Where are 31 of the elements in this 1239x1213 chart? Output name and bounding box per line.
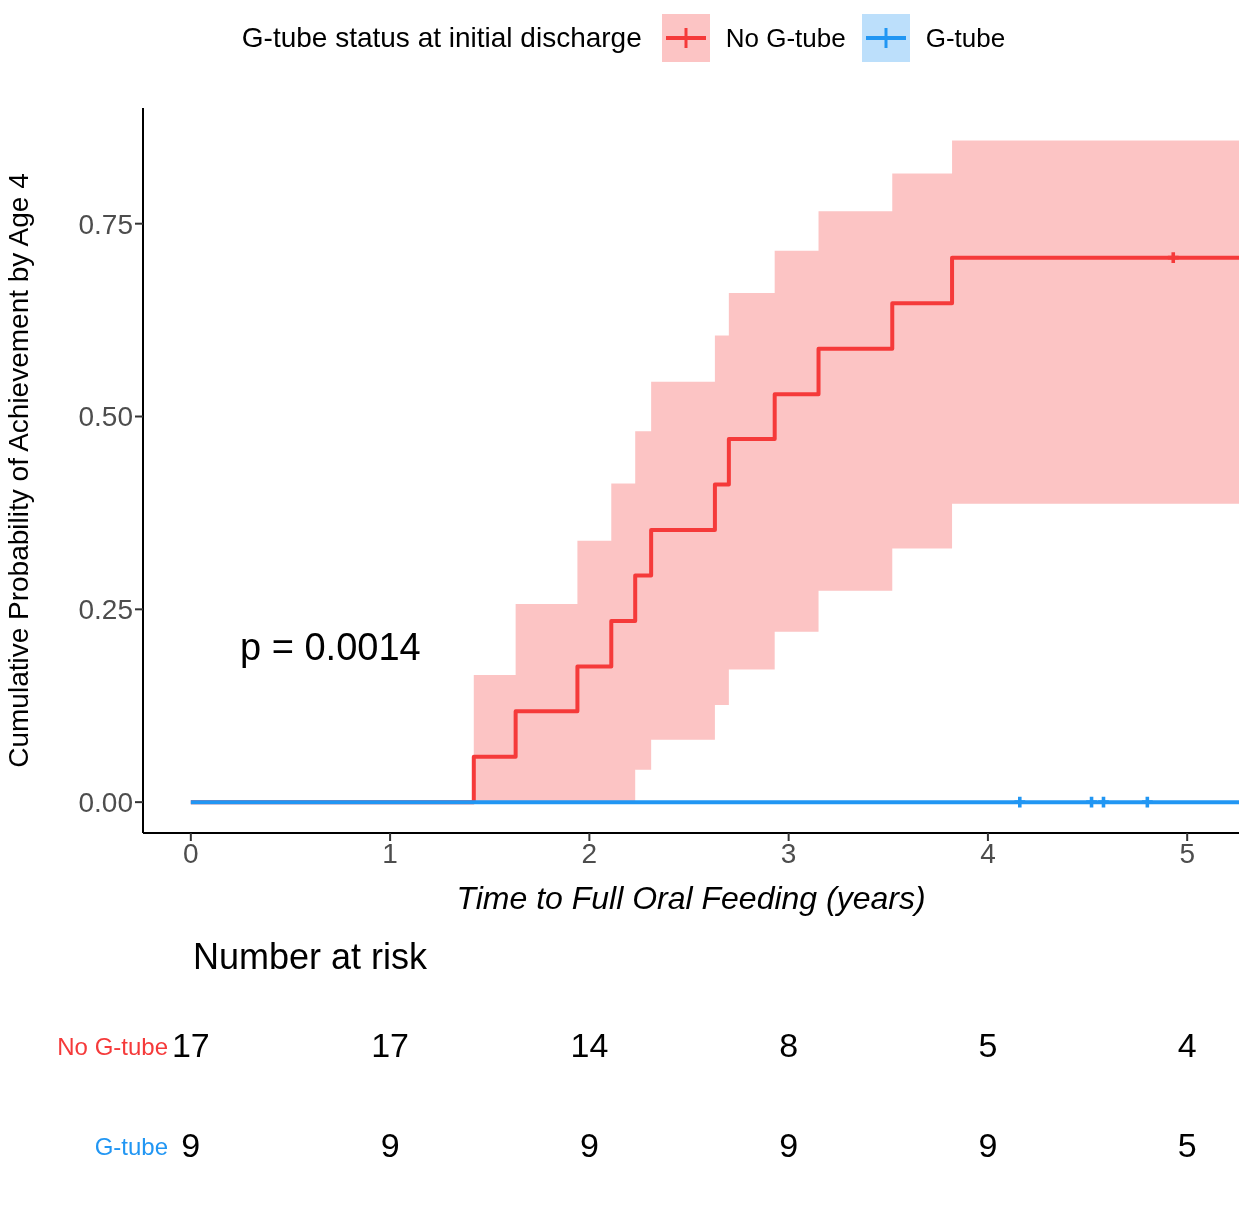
legend-label: G-tube	[925, 22, 1006, 54]
text: 17	[171, 1026, 210, 1064]
x-tick-label: 0	[183, 837, 199, 869]
text: 9	[380, 1126, 400, 1164]
y-tick-label: 0.50	[78, 401, 133, 433]
y-tick-label: 0.00	[78, 787, 133, 819]
x-tick-label: 1	[382, 837, 398, 869]
text: 5	[978, 1026, 998, 1064]
y-axis-title: Cumulative Probability of Achievement by Age 4	[2, 173, 34, 768]
y-tick-label: 0.75	[78, 208, 133, 240]
text: 14	[570, 1026, 609, 1064]
x-axis-title: Time to Full Oral Feeding (years)	[456, 880, 926, 916]
y-tick-label: 0.25	[78, 594, 133, 626]
x-tick-label: 2	[581, 837, 598, 869]
x-tick-label: 4	[980, 837, 996, 869]
text: 4	[1177, 1026, 1197, 1064]
text: No G-tube	[57, 1033, 168, 1060]
text: Number at risk	[193, 936, 429, 977]
text: 17	[371, 1026, 410, 1064]
text: 9	[579, 1126, 599, 1164]
text: 9	[978, 1126, 998, 1164]
text: 8	[779, 1026, 799, 1064]
legend-label: No G-tube	[725, 22, 846, 54]
text: 9	[779, 1126, 799, 1164]
text: G-tube	[94, 1133, 168, 1160]
text: 5	[1177, 1126, 1197, 1164]
annotation: p = 0.0014	[240, 626, 421, 669]
x-tick-label: 3	[780, 837, 797, 869]
text: 9	[181, 1126, 201, 1164]
legend-title: G-tube status at initial discharge	[241, 22, 642, 54]
x-tick-label: 5	[1179, 837, 1195, 869]
